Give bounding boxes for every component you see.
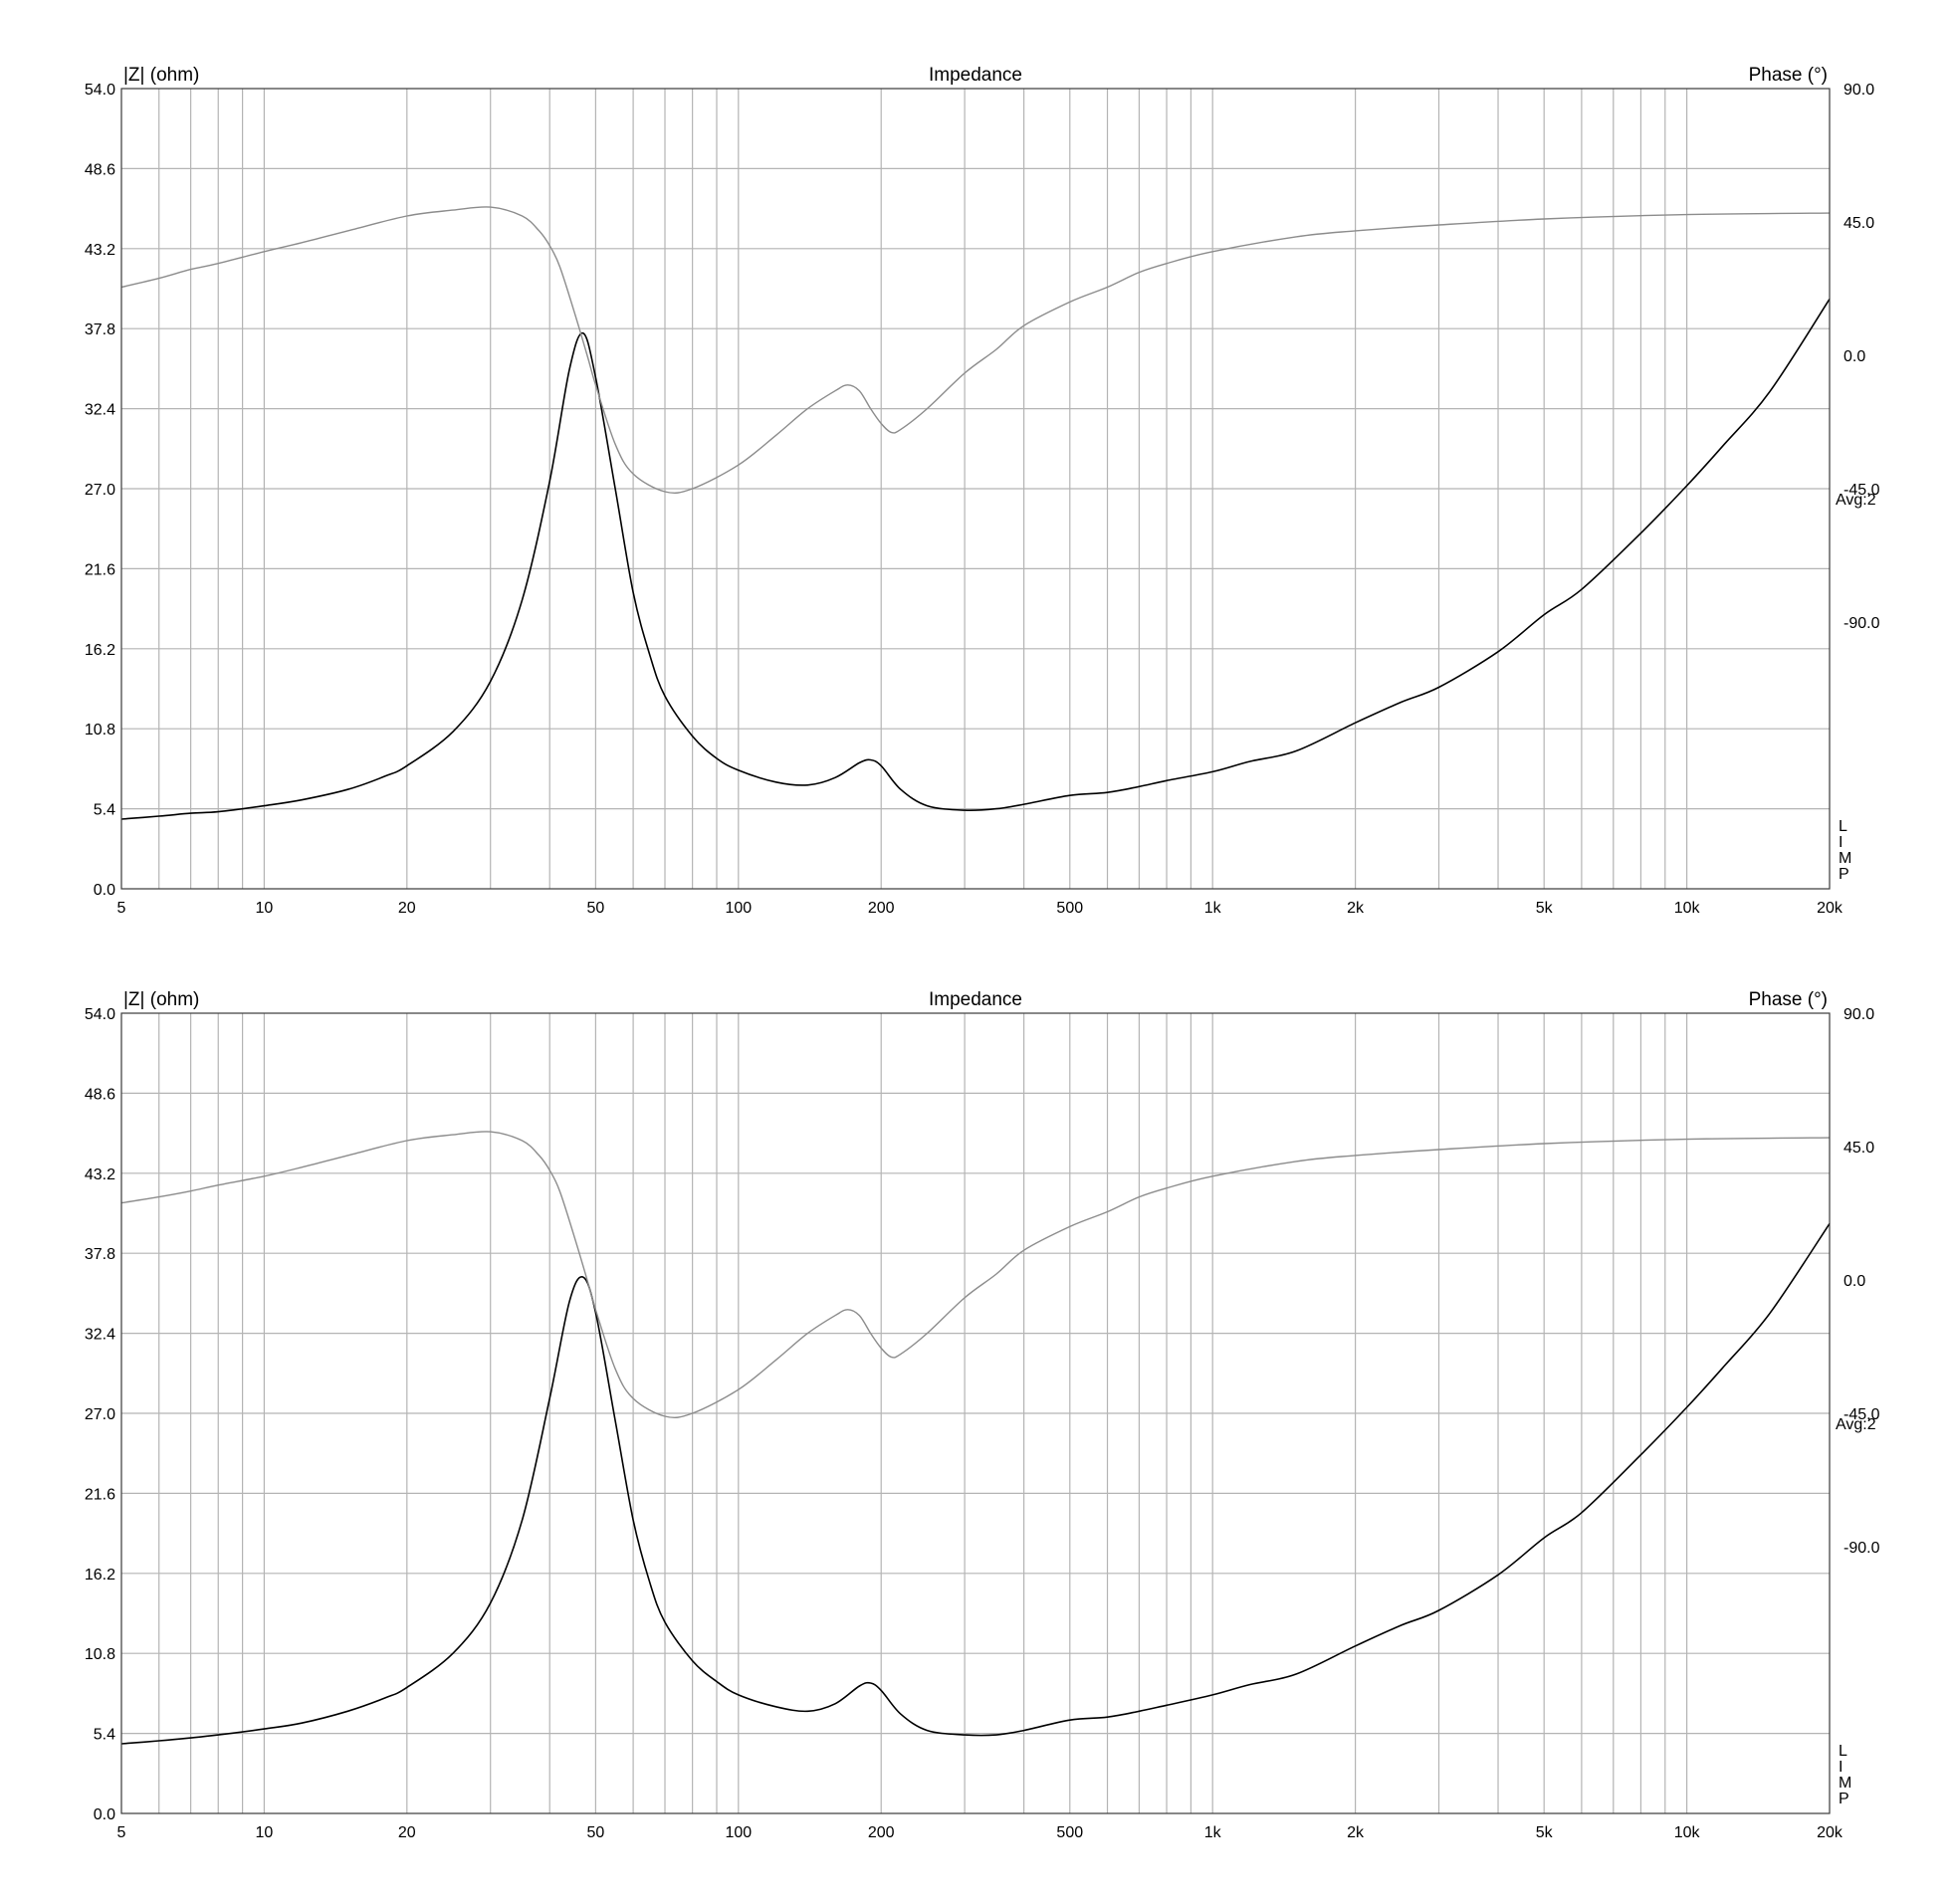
y-tick-label: 43.2 — [85, 242, 115, 259]
y2-tick-label: -90.0 — [1843, 1540, 1880, 1557]
y-tick-label: 37.8 — [85, 1246, 115, 1263]
y-tick-label: 54.0 — [85, 1006, 115, 1023]
x-tick-label: 200 — [868, 1824, 895, 1841]
plot-border — [120, 1012, 1831, 1814]
x-tick-label: 10 — [256, 900, 274, 917]
x-tick-label: 2k — [1347, 900, 1365, 917]
chart-title: Impedance — [929, 989, 1022, 1010]
x-tick-label: 20k — [1817, 1824, 1843, 1841]
x-tick-label: 10 — [256, 1824, 274, 1841]
x-tick-label: 10k — [1674, 900, 1701, 917]
y2-tick-label: -45.0 — [1843, 1406, 1880, 1423]
limp-letter: L — [1839, 1743, 1847, 1760]
impedance-panel-top: 5 10 20 50 100 200 500 1k 2k 5k 10k 20k 0.0 5.4 10.8 16… — [85, 65, 1880, 917]
y2-tick-label: -45.0 — [1843, 482, 1880, 499]
y-tick-label: 16.2 — [85, 1567, 115, 1584]
y-tick-label: 0.0 — [94, 1806, 115, 1823]
y-tick-label: 0.0 — [94, 882, 115, 899]
y-axis-label: |Z| (ohm) — [123, 989, 199, 1010]
y-tick-label: 10.8 — [85, 1646, 115, 1663]
x-tick-label: 500 — [1056, 900, 1083, 917]
y-tick-label: 32.4 — [85, 402, 115, 419]
y-tick-label: 27.0 — [85, 1406, 115, 1423]
plot-border — [120, 88, 1831, 890]
impedance-panel-bottom: 5 10 20 50 100 200 500 1k 2k 5k 10k 20k 0.0 5.4 10.8 16… — [85, 989, 1880, 1841]
y2-tick-label: 0.0 — [1843, 348, 1865, 365]
limp-letter: M — [1839, 850, 1851, 867]
y-tick-label: 27.0 — [85, 482, 115, 499]
limp-letter: I — [1839, 1759, 1843, 1776]
y2-tick-label: 45.0 — [1843, 1140, 1874, 1157]
x-tick-label: 10k — [1674, 1824, 1701, 1841]
y-tick-label: 21.6 — [85, 561, 115, 578]
y-tick-label: 5.4 — [94, 802, 115, 819]
y2-tick-label: -90.0 — [1843, 615, 1880, 632]
x-tick-label: 5k — [1536, 1824, 1554, 1841]
y2-tick-label: 90.0 — [1843, 1006, 1874, 1023]
y2-axis-label: Phase (°) — [1749, 989, 1828, 1010]
averaging-note: Avg:2 — [1836, 1416, 1876, 1433]
y-tick-label: 48.6 — [85, 1086, 115, 1103]
x-tick-label: 20 — [398, 900, 416, 917]
x-tick-label: 100 — [725, 1824, 752, 1841]
limp-letter: P — [1839, 866, 1849, 883]
y-tick-label: 37.8 — [85, 321, 115, 338]
limp-letter: L — [1839, 818, 1847, 835]
chart-title: Impedance — [929, 65, 1022, 86]
x-tick-label: 1k — [1204, 900, 1222, 917]
y-tick-label: 48.6 — [85, 161, 115, 178]
y-tick-label: 10.8 — [85, 722, 115, 739]
x-tick-label: 5 — [117, 900, 126, 917]
x-tick-label: 5k — [1536, 900, 1554, 917]
x-tick-label: 500 — [1056, 1824, 1083, 1841]
x-tick-label: 1k — [1204, 1824, 1222, 1841]
phase-line — [120, 1131, 1831, 1419]
y2-tick-label: 90.0 — [1843, 82, 1874, 99]
x-tick-label: 2k — [1347, 1824, 1365, 1841]
impedance-magnitude-line — [120, 298, 1831, 820]
averaging-note: Avg:2 — [1836, 492, 1876, 509]
limp-letter: M — [1839, 1775, 1851, 1792]
x-tick-label: 100 — [725, 900, 752, 917]
x-tick-label: 50 — [586, 1824, 604, 1841]
y2-axis-label: Phase (°) — [1749, 65, 1828, 86]
y-tick-label: 16.2 — [85, 642, 115, 659]
y-tick-label: 54.0 — [85, 82, 115, 99]
x-tick-label: 20 — [398, 1824, 416, 1841]
y-axis-label: |Z| (ohm) — [123, 65, 199, 86]
y2-tick-label: 45.0 — [1843, 215, 1874, 232]
y-tick-label: 21.6 — [85, 1486, 115, 1503]
y-tick-label: 5.4 — [94, 1727, 115, 1744]
limp-letter: P — [1839, 1791, 1849, 1807]
y-tick-label: 43.2 — [85, 1166, 115, 1183]
y-tick-label: 32.4 — [85, 1327, 115, 1344]
y-grid — [121, 167, 1830, 810]
x-tick-label: 50 — [586, 900, 604, 917]
x-tick-label: 5 — [117, 1824, 126, 1841]
x-tick-label: 200 — [868, 900, 895, 917]
x-tick-label: 20k — [1817, 900, 1843, 917]
y-grid — [121, 1092, 1830, 1735]
y2-tick-label: 0.0 — [1843, 1273, 1865, 1290]
phase-line — [120, 206, 1831, 495]
impedance-magnitude-line — [120, 1222, 1831, 1745]
limp-letter: I — [1839, 834, 1843, 851]
